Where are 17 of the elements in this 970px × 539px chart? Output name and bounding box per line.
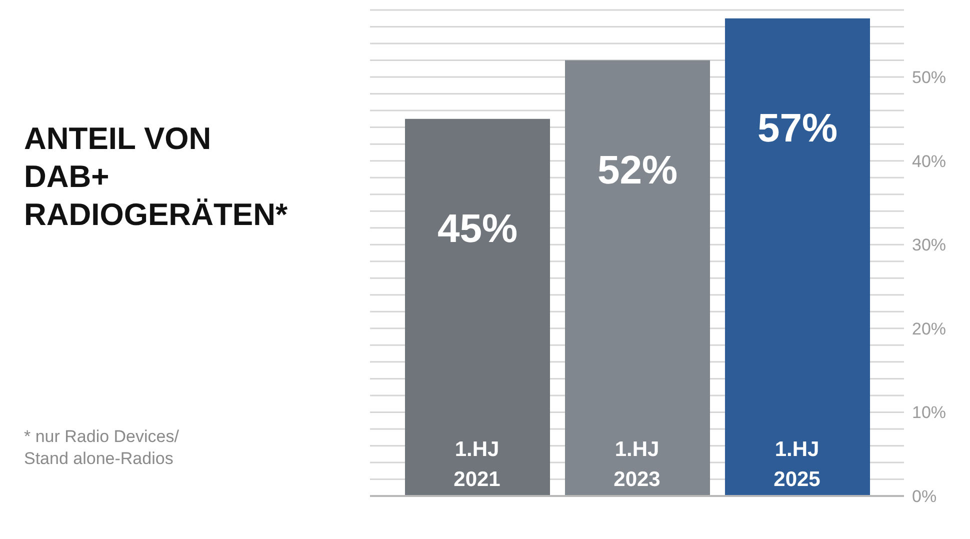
y-tick-label: 0% (912, 487, 937, 506)
text: * nur Radio Devices/ Stand alone-Radios (24, 426, 179, 470)
x-tick-label: 1.HJ 2025 (774, 438, 821, 491)
data-label: 57% (757, 106, 838, 150)
y-tick-label: 30% (912, 236, 946, 255)
bar (725, 18, 870, 496)
x-tick-label: 1.HJ 2021 (454, 438, 501, 491)
text: ANTEIL VON DAB+ RADIOGERÄTEN* (24, 120, 288, 234)
y-tick-label: 20% (912, 319, 946, 338)
y-tick-label: 10% (912, 403, 946, 422)
data-label: 52% (597, 148, 678, 192)
bar (565, 60, 710, 496)
data-label: 45% (437, 206, 518, 251)
y-tick-label: 50% (912, 68, 946, 88)
y-tick-label: 40% (912, 152, 946, 171)
x-tick-label: 1.HJ 2023 (614, 438, 660, 491)
bar (405, 118, 550, 496)
